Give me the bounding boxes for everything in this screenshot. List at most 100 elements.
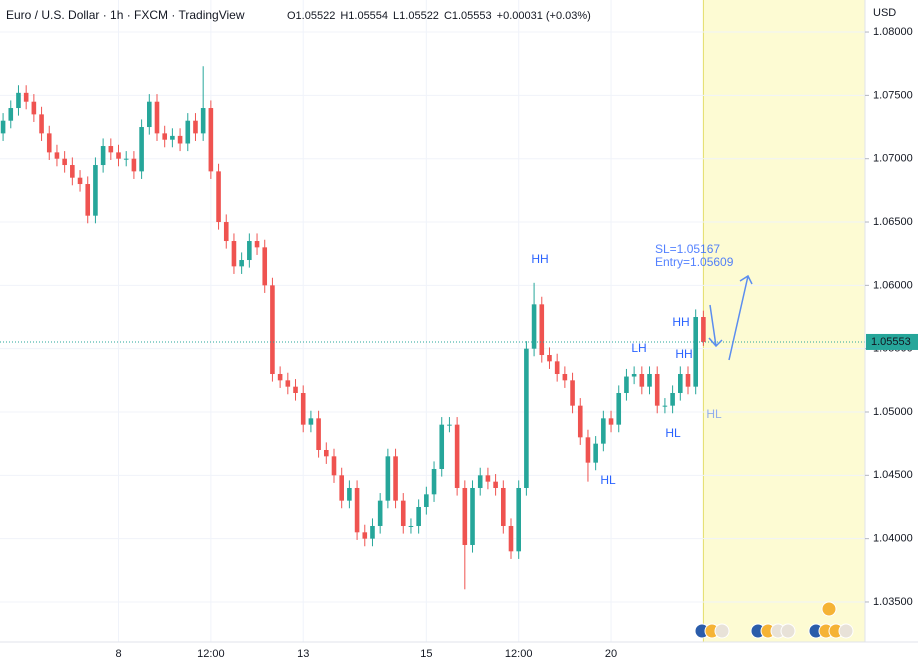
candle-body [139, 127, 144, 172]
candle-body [116, 152, 121, 159]
symbol-title: Euro / U.S. Dollar · 1h · FXCM · Trading… [6, 8, 245, 22]
candle-body [377, 500, 383, 526]
ohlc-value: L1.05522 [393, 10, 439, 22]
x-tick-label: 12:00 [197, 648, 225, 660]
candle-body [177, 135, 183, 144]
candle-body [601, 418, 606, 444]
candle-body [16, 92, 21, 109]
x-tick-label: 12:00 [505, 648, 533, 660]
annotation: HH [675, 347, 692, 361]
candle-body [193, 120, 198, 134]
y-tick-label: 1.06000 [873, 279, 913, 291]
candle-body [477, 475, 483, 488]
candle-body [316, 418, 321, 450]
candle-body [285, 380, 291, 387]
candle-body [162, 133, 167, 140]
candle-body [70, 165, 75, 178]
ohlc-value: O1.05522 [287, 10, 335, 22]
candle-body [131, 158, 137, 172]
candle-body [593, 443, 598, 463]
candle-body [77, 177, 83, 185]
candle-body [547, 355, 552, 362]
candle-body [308, 418, 314, 425]
candle-body [524, 348, 529, 488]
candle-body [424, 494, 429, 507]
candle-body [331, 456, 337, 476]
candle-body [354, 487, 360, 533]
candle-body [362, 532, 368, 539]
annotation: SL=1.05167 [655, 242, 720, 256]
candle-body [670, 393, 675, 406]
x-tick-label: 13 [297, 648, 309, 660]
candle-body [54, 152, 60, 159]
candle-body [416, 506, 421, 526]
y-tick-label: 1.08000 [873, 26, 913, 38]
candle-body [701, 317, 706, 342]
candle-body [231, 241, 237, 267]
candle-body [501, 487, 506, 526]
candle-body [200, 108, 206, 134]
candle-body [385, 456, 391, 501]
candle-body [516, 487, 521, 552]
candle-body [693, 317, 698, 387]
candle-body [408, 525, 414, 527]
candle-body [654, 374, 660, 406]
candle-body [454, 424, 460, 488]
candle-body [39, 114, 44, 134]
annotation: HL [665, 426, 681, 440]
ohlc-value: +0.00031 (+0.03%) [497, 10, 591, 22]
event-icons [694, 601, 854, 639]
candle-body [485, 475, 491, 482]
candle-body [31, 101, 37, 115]
arrow-up [728, 274, 753, 361]
candle-body [93, 165, 98, 216]
candle-body [608, 418, 614, 425]
grid [0, 0, 865, 642]
candle-body [262, 247, 268, 286]
candle-body [554, 361, 560, 375]
candle-body [123, 158, 129, 160]
candle-body [0, 120, 6, 134]
candle-body [277, 374, 283, 381]
candle-body [624, 376, 629, 394]
x-tick-label: 15 [420, 648, 432, 660]
candle-body [431, 468, 437, 495]
y-tick-label: 1.04000 [873, 533, 913, 545]
candle-body [85, 184, 91, 216]
candle-body [208, 108, 214, 172]
candle-body [639, 374, 645, 387]
candle-body [154, 101, 160, 134]
y-tick-label: 1.06500 [873, 216, 913, 228]
candle-body [347, 487, 352, 501]
annotation: HL [706, 407, 722, 421]
candle-body [300, 393, 306, 425]
candle-body [108, 146, 114, 153]
candle-body [531, 304, 537, 349]
y-tick-label: 1.03500 [873, 596, 913, 608]
candle-body [270, 285, 275, 375]
annotation: HL [600, 473, 616, 487]
candle-body [216, 171, 221, 223]
axes: 1.035001.040001.045001.050001.055001.060… [115, 26, 918, 660]
candle-body [46, 133, 52, 153]
annotation: HH [672, 315, 689, 329]
arrow-down [708, 304, 723, 348]
candle-body [247, 241, 252, 261]
last-price-box [866, 333, 918, 350]
candle-body [239, 260, 244, 267]
candle-body [447, 424, 452, 426]
candle-body [662, 405, 668, 407]
x-tick-label: 20 [605, 648, 617, 660]
plot [0, 66, 865, 590]
ohlc-header: O1.05522 H1.05554 L1.05522 C1.05553 +0.00031… [287, 10, 591, 22]
candle-body [647, 374, 652, 387]
candle-body [585, 437, 591, 463]
candle-body [100, 146, 106, 166]
candle-body [254, 241, 260, 248]
candle-body [539, 304, 545, 356]
candle-body [462, 487, 468, 545]
candle-body [570, 380, 575, 406]
candle-body [400, 500, 406, 526]
